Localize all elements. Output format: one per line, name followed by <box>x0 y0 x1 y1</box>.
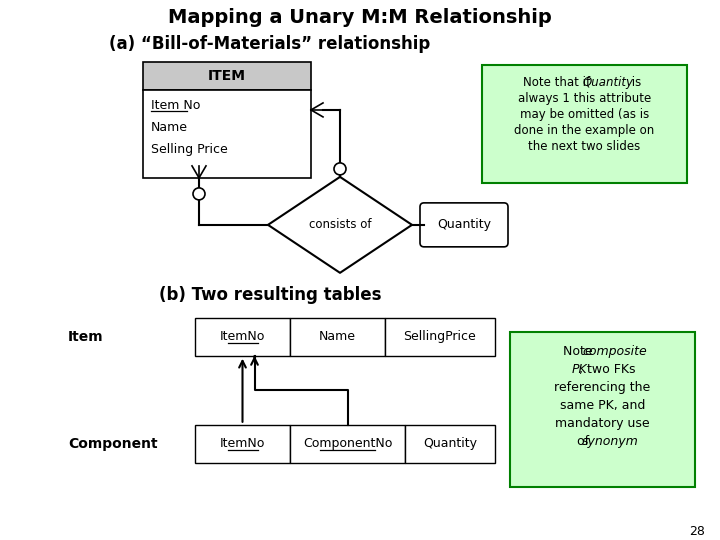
Bar <box>405 425 495 463</box>
Text: Note that if: Note that if <box>523 77 593 90</box>
Text: Selling Price: Selling Price <box>151 144 228 157</box>
Text: Quantity: Quantity <box>583 77 634 90</box>
Bar <box>195 425 290 463</box>
Bar <box>290 318 385 356</box>
Text: Item No: Item No <box>151 99 200 112</box>
Text: of: of <box>577 435 593 448</box>
Bar <box>143 90 311 178</box>
Text: composite: composite <box>582 345 647 358</box>
Text: (b) Two resulting tables: (b) Two resulting tables <box>158 286 382 304</box>
Bar <box>482 65 687 183</box>
Text: done in the example on: done in the example on <box>514 124 654 137</box>
Text: ComponentNo: ComponentNo <box>303 437 392 450</box>
Bar <box>290 425 405 463</box>
Text: ItemNo: ItemNo <box>220 437 265 450</box>
Text: Item: Item <box>68 330 104 344</box>
Text: consists of: consists of <box>309 218 372 231</box>
Text: SellingPrice: SellingPrice <box>404 330 477 343</box>
Text: , two FKs: , two FKs <box>580 363 636 376</box>
Text: Component: Component <box>68 437 158 451</box>
Bar <box>385 318 495 356</box>
FancyBboxPatch shape <box>420 203 508 247</box>
Text: (a) “Bill-of-Materials” relationship: (a) “Bill-of-Materials” relationship <box>109 35 431 53</box>
Text: 28: 28 <box>689 525 705 538</box>
Text: mandatory use: mandatory use <box>555 417 650 430</box>
Bar <box>195 318 290 356</box>
Text: always 1 this attribute: always 1 this attribute <box>518 92 651 105</box>
Bar <box>143 62 311 90</box>
Text: same PK, and: same PK, and <box>560 399 645 412</box>
Bar <box>510 332 695 487</box>
Circle shape <box>193 188 205 200</box>
Text: Name: Name <box>319 330 356 343</box>
Text: may be omitted (as is: may be omitted (as is <box>520 109 649 122</box>
Text: ITEM: ITEM <box>208 69 246 83</box>
Text: Mapping a Unary M:M Relationship: Mapping a Unary M:M Relationship <box>168 9 552 28</box>
Text: synonym: synonym <box>582 435 639 448</box>
Text: Quantity: Quantity <box>437 218 491 231</box>
Text: PK: PK <box>572 363 588 376</box>
Text: Quantity: Quantity <box>423 437 477 450</box>
Text: is: is <box>629 77 642 90</box>
Text: referencing the: referencing the <box>554 381 651 394</box>
Text: Name: Name <box>151 122 188 134</box>
Text: the next two slides: the next two slides <box>528 140 641 153</box>
Circle shape <box>334 163 346 175</box>
Text: ItemNo: ItemNo <box>220 330 265 343</box>
Text: Note: Note <box>563 345 597 358</box>
